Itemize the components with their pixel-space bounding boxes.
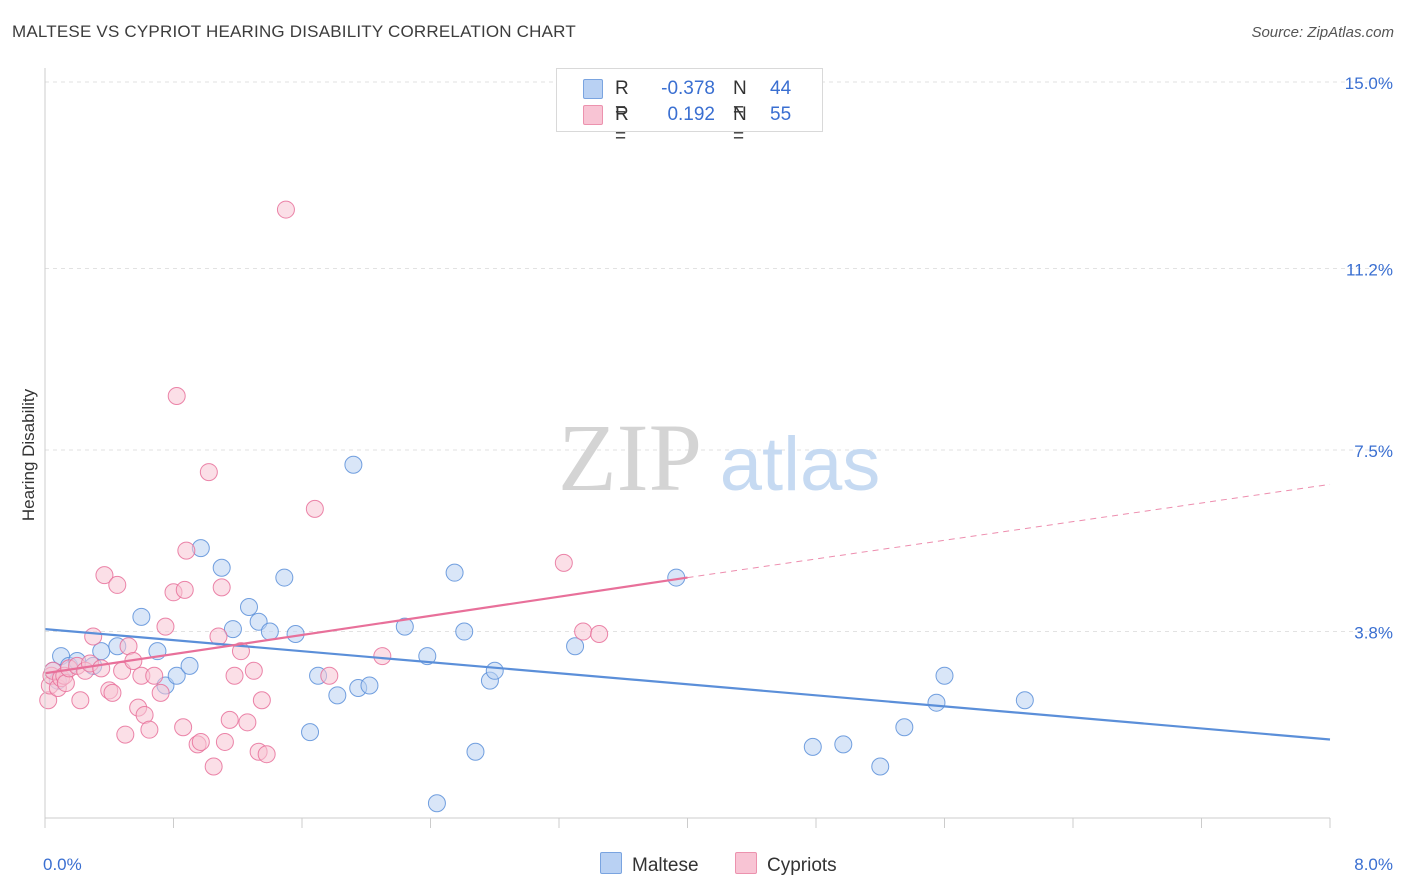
cypriots-point — [116, 725, 135, 744]
maltese-point — [1015, 691, 1034, 710]
maltese-point — [418, 647, 437, 666]
cypriots-point — [225, 666, 244, 685]
cypriots-point — [145, 666, 164, 685]
maltese-point — [427, 794, 446, 813]
cypriots-point — [108, 575, 127, 594]
legend-n-label: N = — [733, 104, 747, 147]
legend-r-label: R = — [615, 104, 629, 147]
maltese-point — [935, 666, 954, 685]
maltese-point — [275, 568, 294, 587]
cypriots-point — [167, 387, 186, 406]
cypriots-point — [71, 691, 90, 710]
maltese-point — [455, 622, 474, 641]
data-points — [39, 200, 1034, 813]
cypriots-point — [276, 200, 295, 219]
cypriots-point — [590, 625, 609, 643]
maltese-point — [466, 742, 485, 761]
cypriots-point — [156, 617, 175, 636]
cypriots-point — [92, 659, 111, 678]
maltese-point — [834, 735, 853, 754]
legend-n-label: N = — [733, 78, 747, 121]
y-tick-label: 15.0% — [1345, 74, 1393, 93]
x-tick-label: 8.0% — [1354, 855, 1393, 874]
cypriots-point — [574, 622, 593, 641]
cypriots-point — [191, 732, 210, 751]
grid — [45, 81, 1390, 633]
legend-r-label: R = — [615, 78, 629, 121]
maltese-point — [328, 686, 347, 705]
maltese-trend-line — [44, 627, 1331, 741]
chart-title: MALTESE VS CYPRIOT HEARING DISABILITY CO… — [12, 22, 576, 41]
cypriots-trend-line — [44, 576, 688, 675]
legend-swatch-cypriots — [583, 105, 603, 125]
cypriots-point — [244, 661, 263, 680]
y-tick-label: 3.8% — [1354, 624, 1393, 643]
bottom-legend-swatch-maltese — [600, 852, 622, 874]
y-axis-label: Hearing Disability — [19, 388, 38, 521]
cypriots-point — [151, 683, 170, 702]
maltese-point — [223, 620, 242, 639]
cypriots-point — [252, 691, 271, 710]
cypriots-point — [204, 757, 223, 776]
legend-swatch-maltese — [583, 79, 603, 99]
cypriots-point — [257, 745, 276, 764]
maltese-point — [871, 757, 890, 776]
legend-r-value: 0.192 — [667, 104, 715, 125]
cypriots-point — [238, 713, 257, 732]
bottom-legend-cypriots: Cypriots — [735, 852, 837, 877]
y-tick-label: 7.5% — [1354, 442, 1393, 461]
trend-lines — [44, 483, 1331, 741]
cypriots-point — [305, 499, 324, 518]
cypriots-point — [84, 627, 103, 646]
cypriots-trend-extension — [687, 483, 1331, 579]
cypriots-point — [554, 553, 573, 572]
maltese-point — [167, 666, 186, 685]
maltese-point — [360, 676, 379, 695]
legend: R = -0.378 N = 44 R = 0.192 N = 55 — [556, 68, 823, 147]
cypriots-point — [103, 683, 122, 702]
cypriots-point — [199, 463, 218, 482]
maltese-point — [485, 661, 504, 680]
watermark-zip: ZIP — [558, 404, 702, 511]
maltese-point — [212, 558, 231, 577]
cypriots-point — [95, 566, 114, 585]
maltese-point — [260, 622, 279, 641]
cypriots-point — [220, 710, 239, 729]
maltese-point — [895, 718, 914, 737]
cypriots-point — [177, 541, 196, 560]
maltese-point — [566, 637, 585, 656]
source-label: Source: ZipAtlas.com — [1251, 24, 1394, 41]
cypriots-point — [174, 718, 193, 737]
maltese-point — [301, 723, 320, 742]
maltese-point — [239, 598, 258, 617]
maltese-point — [132, 607, 151, 626]
maltese-point — [927, 693, 946, 712]
axes: 3.8% 7.5% 11.2% 15.0% 0.0% 8.0% — [43, 68, 1393, 874]
cypriots-point — [212, 578, 231, 597]
maltese-point — [344, 455, 363, 474]
watermark-atlas: atlas — [720, 422, 881, 507]
cypriots-point — [175, 580, 194, 599]
bottom-legend-swatch-cypriots — [735, 852, 757, 874]
cypriots-point — [215, 732, 234, 751]
maltese-point — [445, 563, 464, 582]
cypriots-point — [56, 674, 75, 693]
bottom-legend-label-maltese: Maltese — [632, 855, 699, 876]
bottom-legend-label-cypriots: Cypriots — [767, 855, 837, 876]
legend-r-value: -0.378 — [661, 78, 715, 99]
legend-n-value: 44 — [770, 78, 792, 99]
bottom-legend-maltese: Maltese — [600, 852, 699, 877]
x-tick-label: 0.0% — [43, 855, 82, 874]
maltese-point — [395, 617, 414, 636]
legend-n-value: 55 — [770, 104, 792, 125]
cypriots-point — [320, 666, 339, 685]
cypriots-point — [373, 647, 392, 666]
maltese-point — [180, 656, 199, 675]
maltese-point — [803, 737, 822, 756]
y-tick-label: 11.2% — [1346, 260, 1393, 279]
cypriots-point — [140, 720, 159, 739]
